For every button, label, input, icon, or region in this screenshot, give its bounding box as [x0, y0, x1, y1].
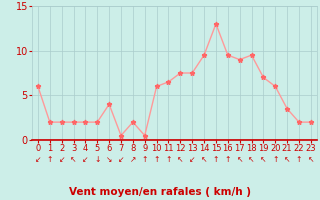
Text: ↖: ↖: [70, 156, 77, 164]
Text: ↙: ↙: [82, 156, 89, 164]
Text: ↓: ↓: [94, 156, 100, 164]
Text: ↘: ↘: [106, 156, 112, 164]
Text: ↙: ↙: [35, 156, 41, 164]
Text: Vent moyen/en rafales ( km/h ): Vent moyen/en rafales ( km/h ): [69, 187, 251, 197]
Text: ↖: ↖: [308, 156, 314, 164]
Text: ↙: ↙: [118, 156, 124, 164]
Text: ↑: ↑: [47, 156, 53, 164]
Text: ↖: ↖: [284, 156, 290, 164]
Text: ↙: ↙: [189, 156, 196, 164]
Text: ↑: ↑: [272, 156, 278, 164]
Text: ↑: ↑: [153, 156, 160, 164]
Text: ↖: ↖: [248, 156, 255, 164]
Text: ↖: ↖: [236, 156, 243, 164]
Text: ↖: ↖: [260, 156, 267, 164]
Text: ↑: ↑: [213, 156, 219, 164]
Text: ↗: ↗: [130, 156, 136, 164]
Text: ↖: ↖: [177, 156, 184, 164]
Text: ↙: ↙: [59, 156, 65, 164]
Text: ↑: ↑: [296, 156, 302, 164]
Text: ↑: ↑: [141, 156, 148, 164]
Text: ↑: ↑: [165, 156, 172, 164]
Text: ↑: ↑: [225, 156, 231, 164]
Text: ↖: ↖: [201, 156, 207, 164]
